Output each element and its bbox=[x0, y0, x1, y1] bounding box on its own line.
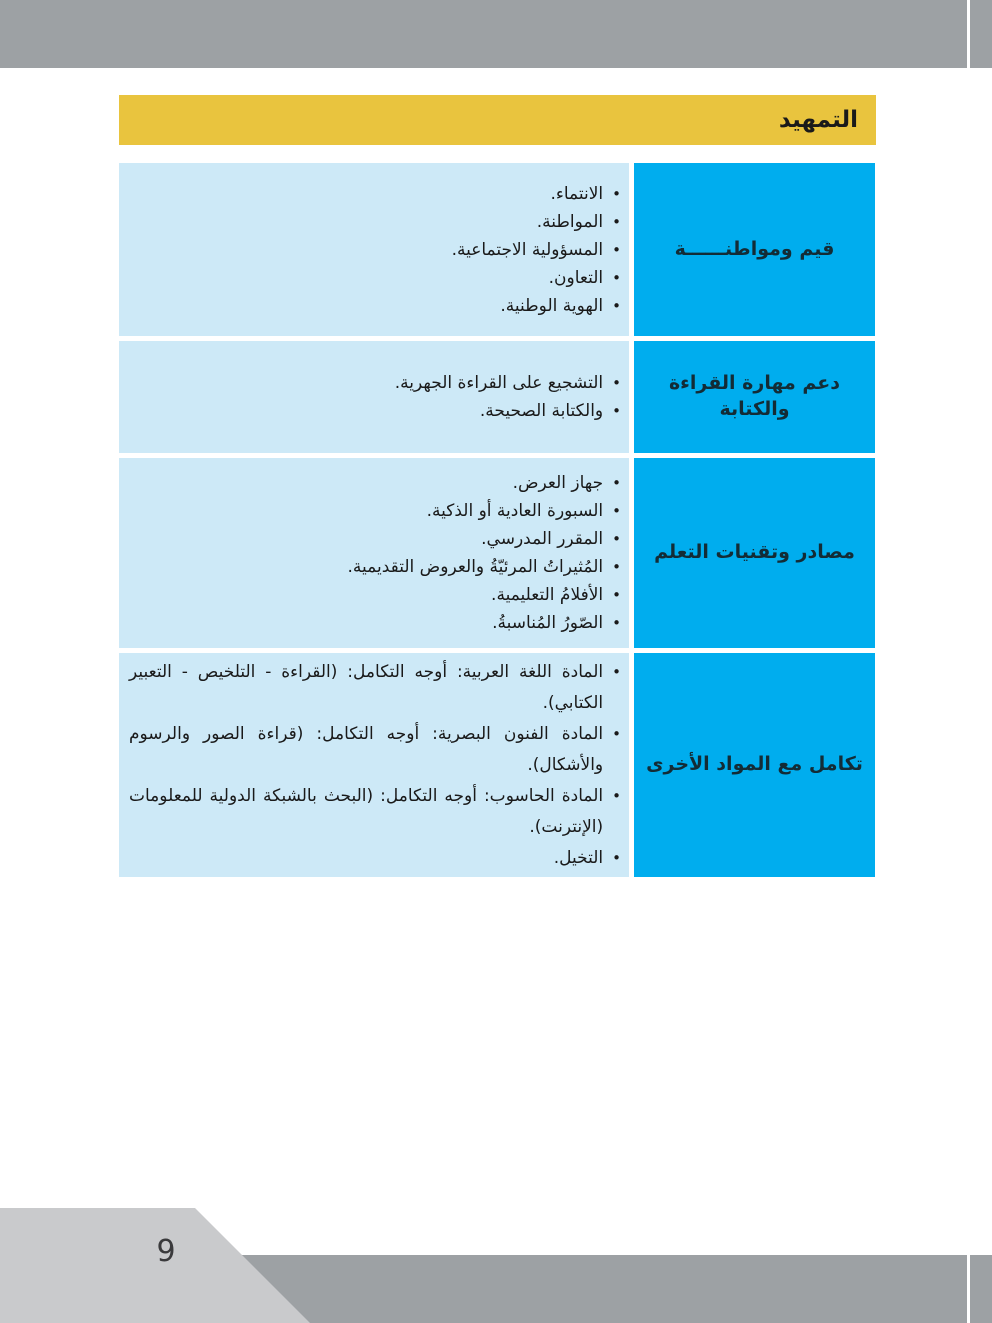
list-item: • التخيل. bbox=[129, 843, 621, 874]
bullet-icon: • bbox=[612, 530, 621, 548]
list-item-text: الأفلامُ التعليمية. bbox=[491, 585, 604, 605]
row-header-cell: مصادر وتقنيات التعلم bbox=[634, 458, 875, 648]
list-item-text: المواطنة. bbox=[536, 211, 604, 232]
list-item: • الأفلامُ التعليمية. bbox=[129, 581, 621, 609]
list-item: • الهوية الوطنية. bbox=[129, 292, 621, 320]
table-row: • التشجيع على القراءة الجهرية. • والكتاب… bbox=[119, 341, 875, 453]
section-title-bar: التمهيد bbox=[119, 95, 876, 145]
bullet-icon: • bbox=[612, 402, 621, 420]
bullet-icon: • bbox=[612, 502, 621, 520]
bullet-icon: • bbox=[612, 296, 621, 315]
bullet-icon: • bbox=[612, 184, 621, 203]
list-item: • المادة اللغة العربية: أوجه التكامل: (ا… bbox=[129, 657, 621, 719]
list-item-text: المادة الحاسوب: أوجه التكامل: (البحث بال… bbox=[129, 785, 604, 837]
content-table: • الانتماء. • المواطنة. • المسؤولية الاج… bbox=[119, 163, 875, 882]
row-header-label: قيم ومواطنــــــة bbox=[674, 237, 835, 260]
list-item-text: الانتماء. bbox=[550, 183, 604, 204]
row-header-label: مصادر وتقنيات التعلم bbox=[654, 541, 855, 564]
row-content-cell: • التشجيع على القراءة الجهرية. • والكتاب… bbox=[119, 341, 629, 453]
list-item-text: المقرر المدرسي. bbox=[481, 529, 604, 549]
list-item: • الصّورُ المُناسبةُ. bbox=[129, 609, 621, 637]
list-item: • المسؤولية الاجتماعية. bbox=[129, 236, 621, 264]
header-band-divider bbox=[967, 0, 970, 68]
list-item-text: والكتابة الصحيحة. bbox=[479, 401, 604, 421]
bullet-icon: • bbox=[612, 474, 621, 492]
list-item-text: الصّورُ المُناسبةُ. bbox=[492, 613, 604, 633]
row-content-cell: • جهاز العرض. • السبورة العادية أو الذكي… bbox=[119, 458, 629, 648]
bullet-icon: • bbox=[612, 724, 621, 743]
top-header-band bbox=[0, 0, 992, 68]
bullet-icon: • bbox=[612, 240, 621, 259]
list-item-text: المادة اللغة العربية: أوجه التكامل: (الق… bbox=[129, 661, 604, 713]
page-number: 9 bbox=[156, 1234, 176, 1269]
row-header-cell: قيم ومواطنــــــة bbox=[634, 163, 875, 336]
list-item: • المادة الحاسوب: أوجه التكامل: (البحث ب… bbox=[129, 781, 621, 843]
list-item: • جهاز العرض. bbox=[129, 469, 621, 497]
list-item: • التشجيع على القراءة الجهرية. bbox=[129, 369, 621, 397]
list-item: • والكتابة الصحيحة. bbox=[129, 397, 621, 425]
bullet-icon: • bbox=[612, 268, 621, 287]
row-header-label: تكامل مع المواد الأخرى bbox=[646, 753, 863, 776]
table-row: • الانتماء. • المواطنة. • المسؤولية الاج… bbox=[119, 163, 875, 336]
list-item-text: المسؤولية الاجتماعية. bbox=[451, 239, 604, 260]
list-item: • السبورة العادية أو الذكية. bbox=[129, 497, 621, 525]
table-row: • جهاز العرض. • السبورة العادية أو الذكي… bbox=[119, 458, 875, 648]
bullet-icon: • bbox=[612, 212, 621, 231]
list-item-text: المادة الفنون البصرية: أوجه التكامل: (قر… bbox=[129, 723, 604, 775]
list-item-text: جهاز العرض. bbox=[512, 473, 604, 493]
bullet-icon: • bbox=[612, 586, 621, 604]
list-item: • الانتماء. bbox=[129, 180, 621, 208]
row-content-cell: • الانتماء. • المواطنة. • المسؤولية الاج… bbox=[119, 163, 629, 336]
bullet-icon: • bbox=[612, 614, 621, 632]
list-item-text: التشجيع على القراءة الجهرية. bbox=[394, 373, 604, 393]
bullet-icon: • bbox=[612, 848, 621, 867]
list-item: • المادة الفنون البصرية: أوجه التكامل: (… bbox=[129, 719, 621, 781]
row-header-cell: تكامل مع المواد الأخرى bbox=[634, 653, 875, 877]
list-item-text: التخيل. bbox=[553, 847, 604, 868]
list-item: • التعاون. bbox=[129, 264, 621, 292]
list-item-text: المُثيراتُ المرئيّةُ والعروض التقديمية. bbox=[347, 557, 604, 577]
list-item: • المواطنة. bbox=[129, 208, 621, 236]
list-item-text: التعاون. bbox=[548, 267, 604, 288]
list-item: • المُثيراتُ المرئيّةُ والعروض التقديمية… bbox=[129, 553, 621, 581]
table-row: • المادة اللغة العربية: أوجه التكامل: (ا… bbox=[119, 653, 875, 877]
section-title: التمهيد bbox=[778, 107, 858, 133]
row-header-cell: دعم مهارة القراءة والكتابة bbox=[634, 341, 875, 453]
row-header-label: دعم مهارة القراءة والكتابة bbox=[668, 372, 841, 420]
list-item-text: الهوية الوطنية. bbox=[500, 295, 604, 316]
row-content-cell: • المادة اللغة العربية: أوجه التكامل: (ا… bbox=[119, 653, 629, 877]
list-item: • المقرر المدرسي. bbox=[129, 525, 621, 553]
bullet-icon: • bbox=[612, 662, 621, 681]
bullet-icon: • bbox=[612, 374, 621, 392]
bullet-icon: • bbox=[612, 558, 621, 576]
list-item-text: السبورة العادية أو الذكية. bbox=[426, 501, 604, 521]
footer-band-divider bbox=[967, 1255, 970, 1323]
bullet-icon: • bbox=[612, 786, 621, 805]
